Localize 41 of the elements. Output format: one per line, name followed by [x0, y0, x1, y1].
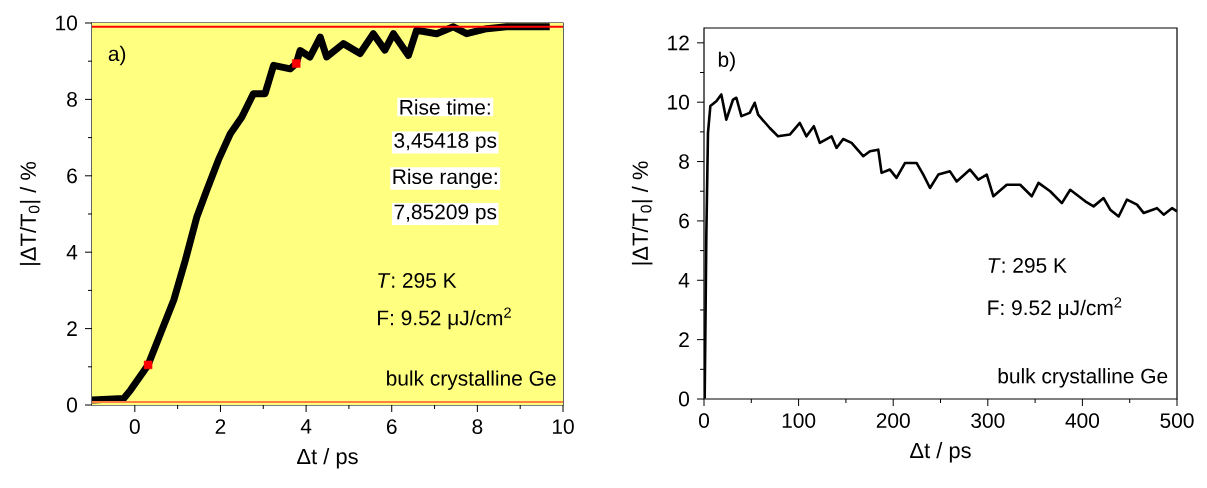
y-tick-label: 4	[678, 273, 690, 288]
x-tick-label: 200	[876, 413, 910, 428]
annotation: b)	[718, 51, 735, 72]
annotation: T: 295 K	[988, 258, 1067, 273]
y-tick-label: 6	[67, 168, 77, 184]
x-tick-label: 6	[386, 419, 397, 434]
annotation: F: 9.52 μJ/cm$^{2}$	[378, 307, 511, 330]
y-tick-label: 0	[67, 397, 78, 413]
y-tick-label: 2	[679, 332, 689, 347]
x-tick-label: 4	[300, 419, 312, 434]
x-axis-title: Δt / ps	[910, 442, 971, 463]
x-tick-label: 8	[472, 419, 483, 434]
annotation: T: 295 K	[378, 273, 457, 288]
y-tick-label: 10	[56, 15, 77, 31]
x-tick-label: 300	[971, 413, 1005, 428]
y-tick-label: 6	[679, 213, 689, 229]
y-tick-label: 2	[67, 321, 77, 336]
annotation: a)	[108, 45, 126, 66]
annotation: bulk crystalline Ge	[998, 368, 1168, 388]
y-tick-label: 4	[66, 245, 78, 260]
annotation: 7,85209 ps	[394, 204, 497, 224]
x-tick-label: 500	[1160, 413, 1194, 428]
y-tick-label: 12	[668, 35, 689, 51]
x-tick-label: 0	[129, 419, 140, 434]
x-tick-label: 0	[699, 413, 709, 428]
annotation: Rise range:	[393, 168, 497, 189]
y-tick-label: 10	[668, 94, 690, 110]
x-tick-label: 2	[215, 419, 226, 434]
annotation: Rise time:	[400, 99, 490, 115]
x-axis-title: Δt / ps	[297, 448, 358, 469]
y-tick-label: 8	[67, 91, 77, 107]
y-axis-title: |ΔT/T$_{0}$| / %	[631, 161, 653, 265]
y-axis-title: |ΔT/T$_{0}$| / %	[19, 161, 41, 265]
annotation: bulk crystalline Ge	[387, 370, 556, 390]
x-tick-label: 400	[1065, 413, 1100, 428]
y-tick-label: 0	[679, 391, 690, 407]
y-tick-label: 8	[679, 154, 689, 169]
annotation: 3,45418 ps	[394, 133, 497, 153]
x-tick-label: 10	[552, 419, 574, 434]
x-tick-label: 100	[782, 413, 816, 428]
annotation: F: 9.52 μJ/cm$^{2}$	[988, 297, 1122, 319]
